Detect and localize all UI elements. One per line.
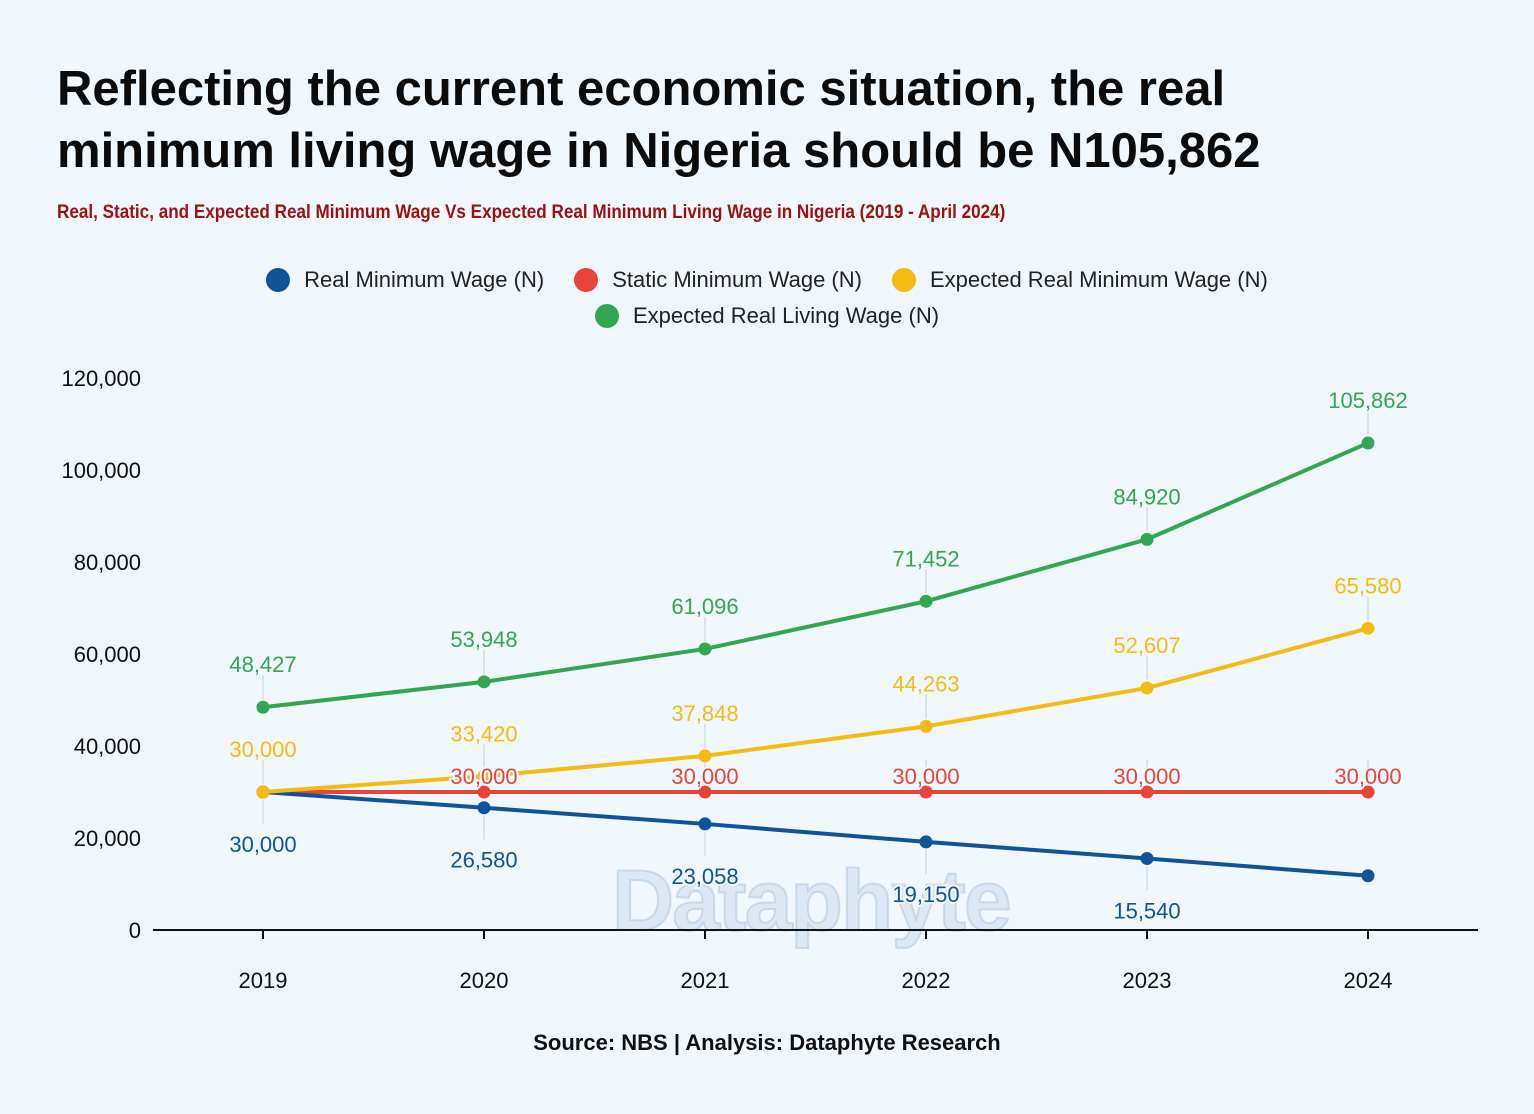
- y-tick-label: 0: [129, 918, 141, 943]
- data-point: [698, 785, 712, 799]
- series-line: [262, 790, 1369, 878]
- legend-item-static-minimum-wage[interactable]: Static Minimum Wage (N): [574, 267, 862, 293]
- data-point: [1361, 436, 1375, 450]
- data-point: [1140, 681, 1154, 695]
- data-point: [256, 785, 270, 799]
- x-tick-label: 2020: [460, 968, 509, 993]
- legend-swatch: [266, 268, 291, 292]
- y-tick-label: 80,000: [74, 550, 141, 575]
- data-point: [1140, 852, 1154, 866]
- legend-item-expected-real-minimum-wage[interactable]: Expected Real Minimum Wage (N): [891, 267, 1268, 293]
- data-label: 65,580: [1334, 573, 1401, 598]
- data-label: 30,000: [229, 832, 296, 857]
- data-point: [477, 785, 491, 799]
- data-label: 33,420: [450, 721, 517, 746]
- legend-item-expected-real-living-wage[interactable]: Expected Real Living Wage (N): [594, 303, 940, 329]
- data-point: [698, 642, 712, 656]
- data-label: 30,000: [1113, 764, 1180, 789]
- data-point: [698, 749, 712, 763]
- y-tick-label: 40,000: [74, 734, 141, 759]
- series-line: [262, 441, 1369, 710]
- legend-swatch: [891, 268, 916, 292]
- data-label: 48,427: [229, 652, 296, 677]
- data-label: 26,580: [450, 848, 517, 873]
- chart-title-line-1: Reflecting the current economic situatio…: [57, 62, 1226, 116]
- data-point: [1140, 785, 1154, 799]
- x-tick-label: 2019: [239, 968, 288, 993]
- data-label: 30,000: [892, 764, 959, 789]
- data-label: 37,848: [671, 701, 738, 726]
- data-point: [1361, 621, 1375, 635]
- data-point: [919, 594, 933, 608]
- data-label: 84,920: [1113, 484, 1180, 509]
- data-label: 71,452: [892, 546, 959, 571]
- data-point: [1361, 785, 1375, 799]
- data-label: 30,000: [1334, 764, 1401, 789]
- legend-item-real-minimum-wage[interactable]: Real Minimum Wage (N): [266, 267, 544, 293]
- data-point: [919, 719, 933, 733]
- legend-swatch: [574, 268, 599, 292]
- y-tick-label: 100,000: [61, 458, 141, 483]
- chart-subtitle: Real, Static, and Expected Real Minimum …: [57, 202, 1006, 223]
- data-label: 15,540: [1113, 899, 1180, 924]
- data-label: 44,263: [892, 671, 959, 696]
- data-point: [698, 817, 712, 831]
- legend-label: Expected Real Living Wage (N): [632, 303, 940, 328]
- data-point: [477, 801, 491, 815]
- data-point: [919, 785, 933, 799]
- data-label: 30,000: [671, 764, 738, 789]
- legend-label: Static Minimum Wage (N): [612, 267, 862, 292]
- y-tick-label: 120,000: [61, 366, 141, 391]
- data-label: 30,000: [229, 737, 296, 762]
- chart-title: Reflecting the current economic situatio…: [57, 58, 1477, 182]
- x-tick-label: 2023: [1123, 968, 1172, 993]
- data-label: 53,948: [450, 627, 517, 652]
- data-point: [256, 700, 270, 714]
- data-label: 61,096: [671, 594, 738, 619]
- legend-label: Real Minimum Wage (N): [304, 267, 545, 292]
- data-point: [477, 675, 491, 689]
- source-note: Source: NBS | Analysis: Dataphyte Resear…: [533, 1030, 1001, 1055]
- data-point: [477, 769, 491, 783]
- x-tick-label: 2024: [1344, 968, 1393, 993]
- chart-title-line-2: minimum living wage in Nigeria should be…: [57, 124, 1261, 178]
- legend-label: Expected Real Minimum Wage (N): [929, 267, 1268, 292]
- data-label: 19,150: [892, 882, 959, 907]
- chart-legend: Real Minimum Wage (N) Static Minimum Wag…: [0, 262, 1534, 334]
- data-point: [1361, 869, 1375, 883]
- data-label: 52,607: [1113, 633, 1180, 658]
- data-point: [1140, 532, 1154, 546]
- legend-swatch: [594, 304, 619, 328]
- data-label: 30,000: [450, 764, 517, 789]
- data-point: [919, 835, 933, 849]
- y-tick-label: 60,000: [74, 642, 141, 667]
- legend-row-2: Expected Real Living Wage (N): [0, 298, 1534, 334]
- y-tick-label: 20,000: [74, 826, 141, 851]
- data-label: 105,862: [1328, 388, 1408, 413]
- legend-row-1: Real Minimum Wage (N) Static Minimum Wag…: [0, 262, 1534, 298]
- x-tick-label: 2022: [902, 968, 951, 993]
- data-label: 23,058: [671, 864, 738, 889]
- x-tick-label: 2021: [681, 968, 730, 993]
- series-line: [262, 626, 1369, 794]
